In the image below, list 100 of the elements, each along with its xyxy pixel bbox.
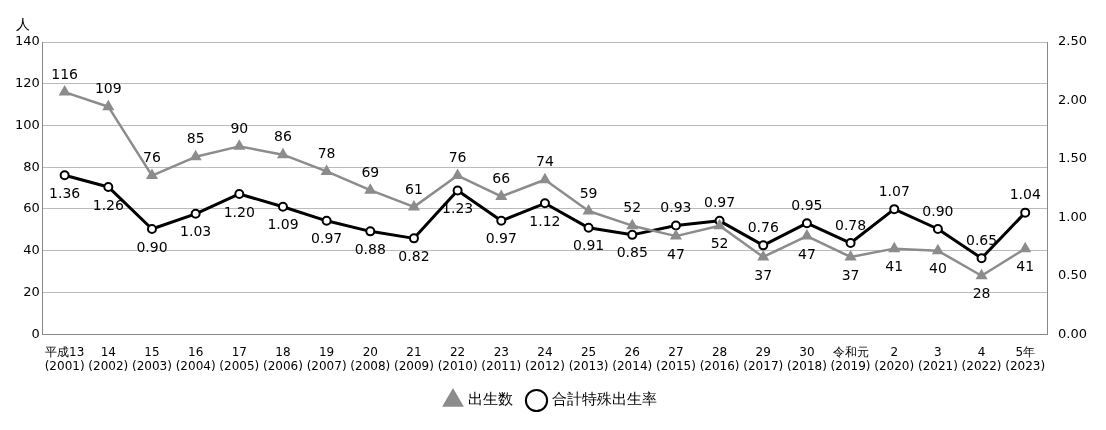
y-tick-label: 60 — [23, 200, 40, 216]
data-label: 74 — [536, 153, 554, 170]
point — [233, 140, 245, 150]
legend-label: 出生数 — [468, 390, 513, 409]
data-label: 86 — [274, 128, 292, 145]
data-label: 1.09 — [267, 216, 299, 233]
data-label: 37 — [754, 266, 773, 283]
data-label: 1.12 — [529, 212, 561, 229]
y2-tick-label: 0.00 — [1058, 325, 1088, 341]
data-label: 47 — [798, 245, 816, 262]
point — [758, 240, 769, 251]
point — [321, 165, 332, 175]
data-label: 47 — [667, 245, 685, 262]
data-label: 0.91 — [573, 237, 605, 254]
data-label: 69 — [361, 163, 380, 180]
data-label: 76 — [448, 149, 467, 166]
point — [146, 224, 157, 235]
point — [539, 198, 550, 209]
y2-tick-label: 1.00 — [1058, 208, 1088, 224]
y2-tick-label: 2.00 — [1058, 91, 1088, 107]
x-tick-label: 25 (2013) — [568, 344, 609, 373]
point — [670, 230, 682, 240]
x-tick-label: 2 (2020) — [874, 344, 915, 373]
x-tick-label: 26 (2014) — [612, 344, 653, 373]
y2-tick-label: 0.50 — [1058, 267, 1088, 283]
point — [59, 86, 70, 96]
point — [1020, 207, 1031, 218]
data-label: 52 — [623, 199, 642, 216]
data-label: 85 — [186, 130, 205, 147]
data-label: 0.97 — [311, 230, 343, 247]
point — [102, 100, 114, 111]
point — [321, 215, 332, 226]
point — [452, 169, 463, 180]
y-tick-label: 20 — [23, 283, 40, 299]
point — [583, 222, 594, 233]
point — [670, 220, 681, 231]
point — [714, 219, 725, 230]
point — [59, 170, 70, 181]
point — [801, 218, 812, 229]
y-tick-label: 0 — [31, 325, 40, 341]
point — [888, 242, 900, 253]
point — [627, 229, 638, 240]
x-tick-label: 平成13 (2001) — [44, 344, 85, 373]
data-label: 76 — [143, 149, 161, 166]
point — [539, 173, 551, 184]
point — [495, 190, 507, 200]
data-label: 66 — [492, 170, 511, 187]
y-axis-title: 人 — [16, 15, 30, 32]
point — [845, 238, 856, 249]
x-tick-label: 19 (2007) — [306, 344, 347, 373]
x-tick-label: 5年 (2023) — [1005, 344, 1046, 373]
point — [496, 215, 507, 226]
point — [277, 201, 288, 212]
x-tick-label: 17 (2005) — [219, 344, 260, 373]
data-label: 0.82 — [398, 248, 430, 264]
y2-tick-label: 2.50 — [1058, 33, 1088, 49]
data-label: 40 — [928, 260, 947, 277]
data-label: 61 — [405, 180, 423, 197]
legend-label: 合計特殊出生率 — [551, 390, 657, 409]
data-label: 78 — [317, 145, 336, 162]
data-label: 109 — [94, 80, 122, 97]
data-label: 0.93 — [660, 199, 692, 216]
x-tick-label: 14 (2002) — [88, 344, 129, 373]
x-tick-label: 3 (2021) — [917, 344, 958, 373]
y-tick-label: 140 — [14, 33, 40, 49]
x-tick-label: 18 (2006) — [263, 344, 303, 373]
data-label: 1.26 — [92, 196, 124, 213]
x-tick-label: 24 (2012) — [524, 344, 565, 373]
point — [757, 250, 769, 261]
data-label: 116 — [51, 65, 79, 82]
x-tick-label: 29 (2017) — [743, 344, 784, 373]
point — [190, 150, 201, 161]
data-label: 0.95 — [791, 196, 823, 213]
data-label: 0.90 — [922, 202, 954, 219]
point — [364, 184, 376, 194]
point — [976, 253, 987, 264]
data-label: 0.65 — [965, 231, 998, 248]
point — [103, 181, 114, 192]
data-label: 90 — [230, 120, 249, 136]
point — [801, 230, 813, 240]
data-label: 0.88 — [354, 240, 386, 257]
data-label: 1.36 — [49, 184, 81, 201]
data-label: 59 — [579, 184, 598, 201]
point — [889, 204, 900, 215]
x-tick-label: 20 (2008) — [350, 344, 391, 373]
data-label: 0.78 — [834, 216, 867, 233]
point — [408, 233, 419, 244]
data-label: 1.03 — [180, 223, 212, 240]
point — [277, 148, 289, 159]
data-label: 0.90 — [136, 238, 168, 255]
y-tick-label: 80 — [23, 158, 40, 174]
point — [146, 169, 158, 180]
data-label: 0.76 — [747, 219, 779, 236]
data-label: 28 — [972, 285, 991, 302]
data-label: 0.97 — [485, 230, 517, 247]
data-label: 0.97 — [704, 194, 736, 211]
x-tick-label: 4 (2022) — [961, 344, 1002, 373]
data-label: 52 — [710, 235, 729, 252]
point — [365, 226, 376, 237]
point — [845, 250, 856, 261]
